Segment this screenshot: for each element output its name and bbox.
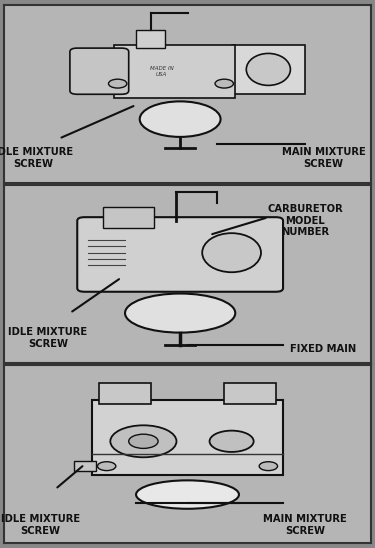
Circle shape xyxy=(98,462,116,471)
Circle shape xyxy=(129,434,158,448)
Text: FIXED MAIN: FIXED MAIN xyxy=(290,344,357,353)
Circle shape xyxy=(215,79,233,88)
FancyBboxPatch shape xyxy=(70,48,129,94)
Circle shape xyxy=(210,431,254,452)
FancyBboxPatch shape xyxy=(99,383,151,404)
FancyBboxPatch shape xyxy=(136,30,165,48)
FancyBboxPatch shape xyxy=(224,383,276,404)
Ellipse shape xyxy=(246,54,290,85)
FancyBboxPatch shape xyxy=(114,44,235,98)
FancyBboxPatch shape xyxy=(232,44,305,94)
Text: IDLE MIXTURE
SCREW: IDLE MIXTURE SCREW xyxy=(1,514,80,535)
Ellipse shape xyxy=(140,101,220,137)
Text: CARBURETOR
MODEL
NUMBER: CARBURETOR MODEL NUMBER xyxy=(267,204,343,237)
Ellipse shape xyxy=(125,294,235,333)
Ellipse shape xyxy=(136,481,239,509)
FancyBboxPatch shape xyxy=(103,207,154,228)
FancyBboxPatch shape xyxy=(92,401,283,475)
Text: MADE IN
USA: MADE IN USA xyxy=(150,66,174,77)
Circle shape xyxy=(259,462,278,471)
Circle shape xyxy=(108,79,127,88)
Circle shape xyxy=(110,425,177,457)
FancyBboxPatch shape xyxy=(77,217,283,292)
Text: IDLE MIXTURE
SCREW: IDLE MIXTURE SCREW xyxy=(0,147,73,169)
Ellipse shape xyxy=(202,233,261,272)
Text: MAIN MIXTURE
SCREW: MAIN MIXTURE SCREW xyxy=(263,514,347,535)
Text: IDLE MIXTURE
SCREW: IDLE MIXTURE SCREW xyxy=(8,327,87,349)
Bar xyxy=(74,461,96,471)
Text: MAIN MIXTURE
SCREW: MAIN MIXTURE SCREW xyxy=(282,147,365,169)
